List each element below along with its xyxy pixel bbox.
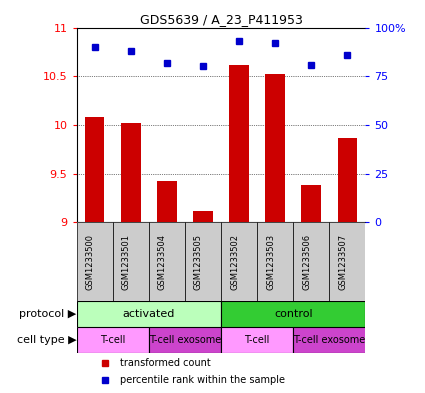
Bar (257, 222, 293, 301)
Text: T-cell: T-cell (100, 335, 125, 345)
Bar (221, 327, 293, 353)
Bar (301, 185, 321, 222)
Text: cell type ▶: cell type ▶ (17, 335, 76, 345)
Bar (293, 327, 366, 353)
Bar (121, 123, 141, 222)
Text: activated: activated (122, 309, 175, 319)
Bar (76, 222, 113, 301)
Bar (337, 138, 357, 222)
Text: GSM1233503: GSM1233503 (266, 234, 275, 290)
Bar (193, 211, 213, 222)
Bar (221, 301, 366, 327)
Text: GSM1233501: GSM1233501 (122, 234, 131, 290)
Bar (149, 222, 185, 301)
Bar (329, 222, 366, 301)
Bar (85, 117, 105, 222)
Bar (293, 222, 329, 301)
Text: GSM1233506: GSM1233506 (302, 234, 311, 290)
Text: T-cell: T-cell (244, 335, 270, 345)
Bar (76, 327, 149, 353)
Bar (113, 222, 149, 301)
Bar (76, 301, 221, 327)
Text: GSM1233504: GSM1233504 (158, 234, 167, 290)
Text: T-cell exosome: T-cell exosome (149, 335, 221, 345)
Text: T-cell exosome: T-cell exosome (293, 335, 366, 345)
Text: GSM1233507: GSM1233507 (338, 234, 347, 290)
Text: protocol ▶: protocol ▶ (19, 309, 76, 319)
Title: GDS5639 / A_23_P411953: GDS5639 / A_23_P411953 (139, 13, 303, 26)
Text: percentile rank within the sample: percentile rank within the sample (120, 375, 285, 385)
Bar (265, 74, 285, 222)
Text: control: control (274, 309, 312, 319)
Text: GSM1233500: GSM1233500 (85, 234, 94, 290)
Bar (229, 64, 249, 222)
Bar (157, 182, 177, 222)
Text: GSM1233505: GSM1233505 (194, 234, 203, 290)
Bar (221, 222, 257, 301)
Bar (149, 327, 221, 353)
Text: GSM1233502: GSM1233502 (230, 234, 239, 290)
Bar (185, 222, 221, 301)
Text: transformed count: transformed count (120, 358, 211, 368)
